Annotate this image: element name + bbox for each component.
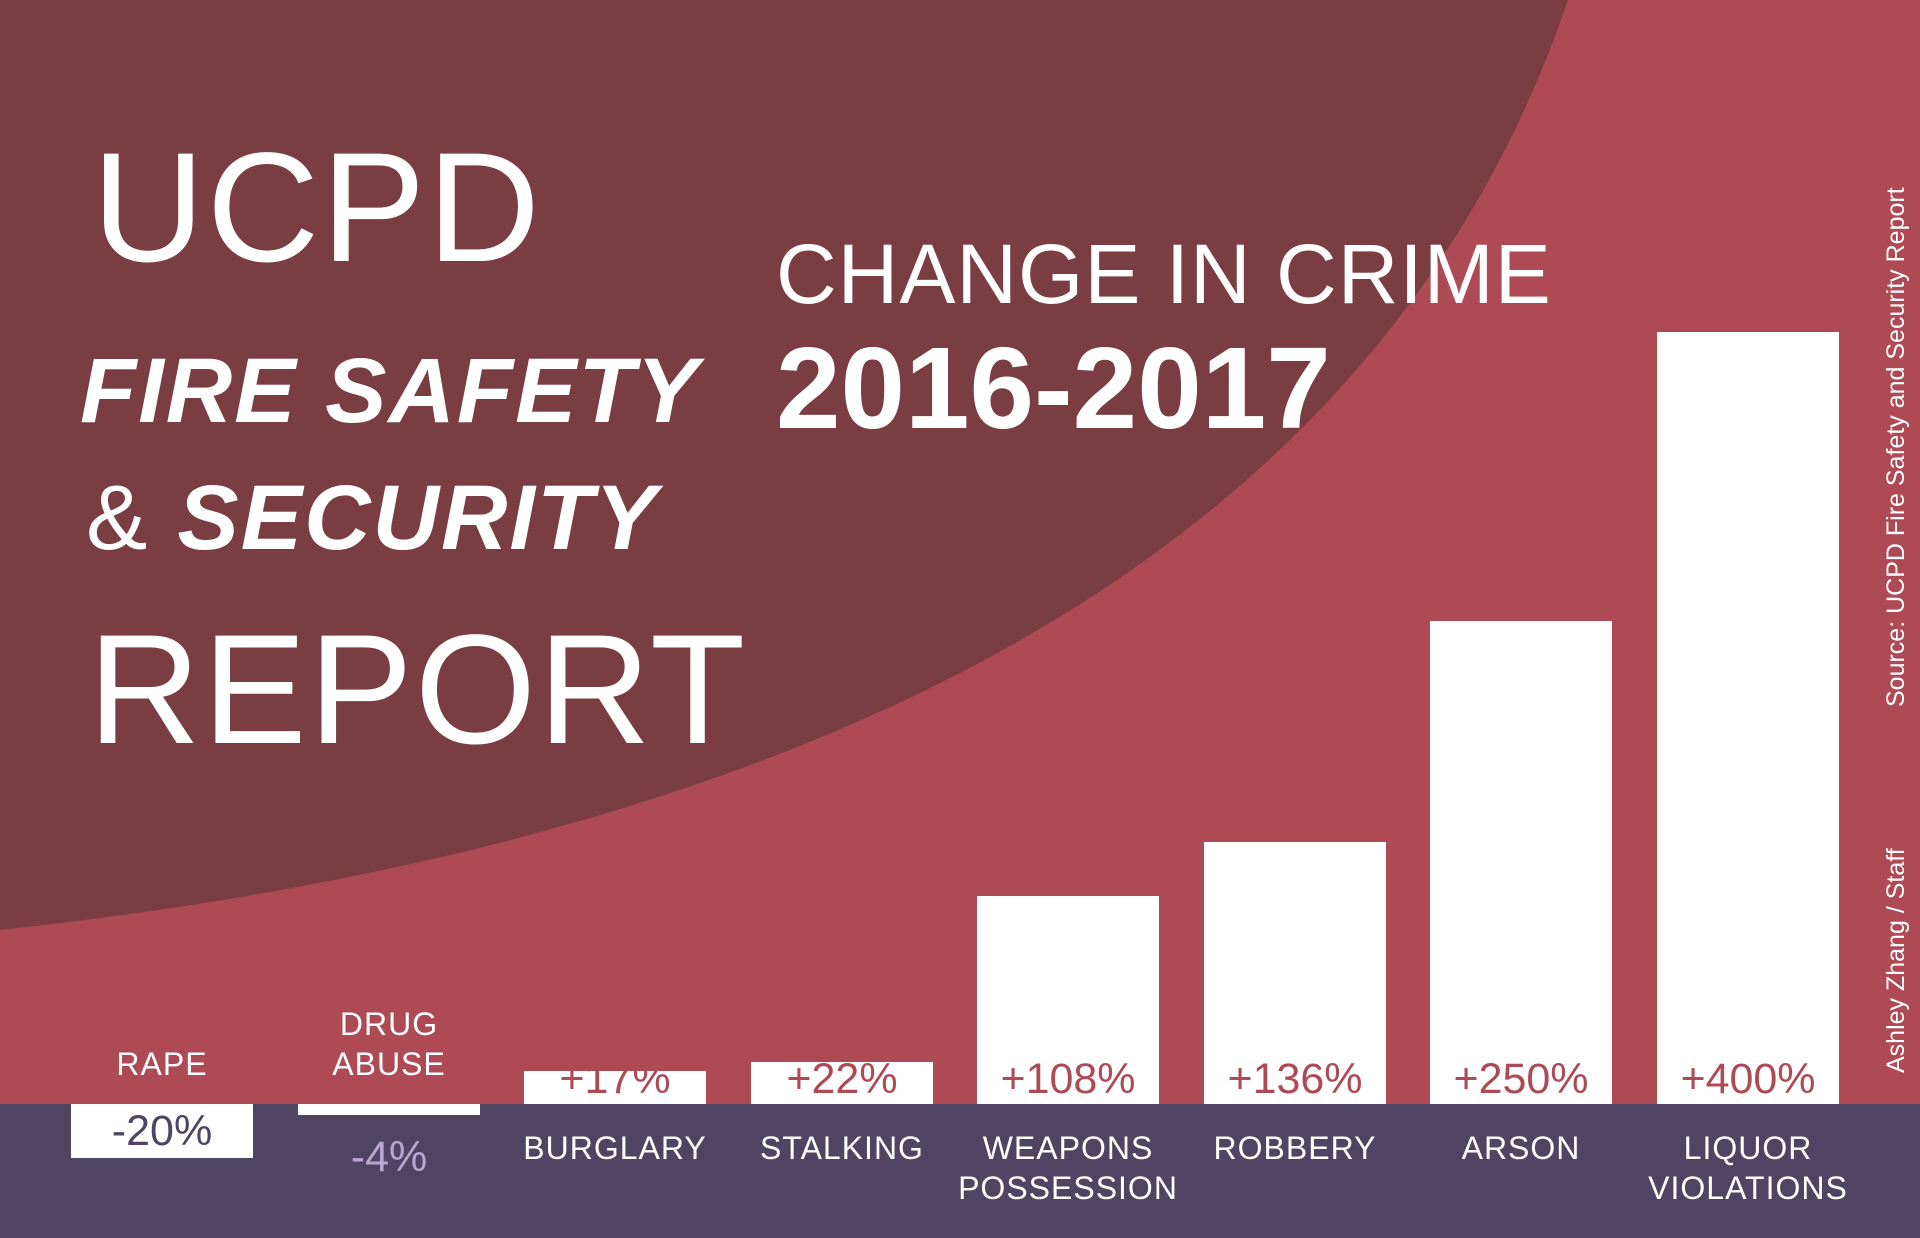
bar-rape [71, 1104, 253, 1158]
value-label-arson: +250% [1453, 1055, 1589, 1103]
chart-years: 2016-2017 [776, 323, 1331, 453]
bar-stalking [751, 1062, 933, 1104]
value-label-robbery: +136% [1227, 1055, 1363, 1103]
bar-drug-abuse [298, 1104, 480, 1115]
title-report: REPORT [88, 603, 748, 777]
value-label-burglary: +17% [559, 1055, 671, 1103]
category-label-burglary: BURGLARY [523, 1130, 707, 1166]
category-label-rape: RAPE [116, 1046, 208, 1082]
value-label-stalking: +22% [786, 1055, 898, 1103]
title-ampersand: & [86, 467, 150, 569]
category-label-stalking: STALKING [760, 1130, 924, 1166]
source-note: Source: UCPD Fire Safety and Security Re… [1882, 187, 1910, 707]
category-label-weapons-possession: WEAPONS POSSESSION [958, 1130, 1178, 1206]
value-label-drug-abuse: -4% [350, 1133, 428, 1181]
dark-arc-shape [0, 0, 1568, 930]
category-label-robbery: ROBBERY [1213, 1130, 1377, 1166]
credit-note: Ashley Zhang / Staff [1882, 848, 1910, 1073]
value-label-rape: -20% [111, 1107, 213, 1155]
category-label-drug-abuse: DRUG ABUSE [332, 1006, 446, 1082]
title-ucpd: UCPD [92, 121, 543, 295]
value-label-weapons-possession: +108% [1000, 1055, 1136, 1103]
value-label-liquor-violations: +400% [1680, 1055, 1816, 1103]
bar-arson [1430, 621, 1612, 1104]
category-label-liquor-violations: LIQUOR VIOLATIONS [1648, 1130, 1848, 1206]
title-fire-safety: FIRE SAFETY [80, 340, 701, 442]
baseline-band [0, 1104, 1920, 1238]
bar-liquor-violations [1657, 332, 1839, 1104]
bar-burglary [524, 1071, 706, 1104]
bar-weapons-possession [977, 896, 1159, 1104]
bar-robbery [1204, 842, 1386, 1104]
chart-subtitle: CHANGE IN CRIME [776, 227, 1552, 321]
title-security: SECURITY [177, 467, 659, 569]
category-label-arson: ARSON [1461, 1130, 1581, 1166]
title-security-line: & SECURITY [86, 472, 659, 564]
